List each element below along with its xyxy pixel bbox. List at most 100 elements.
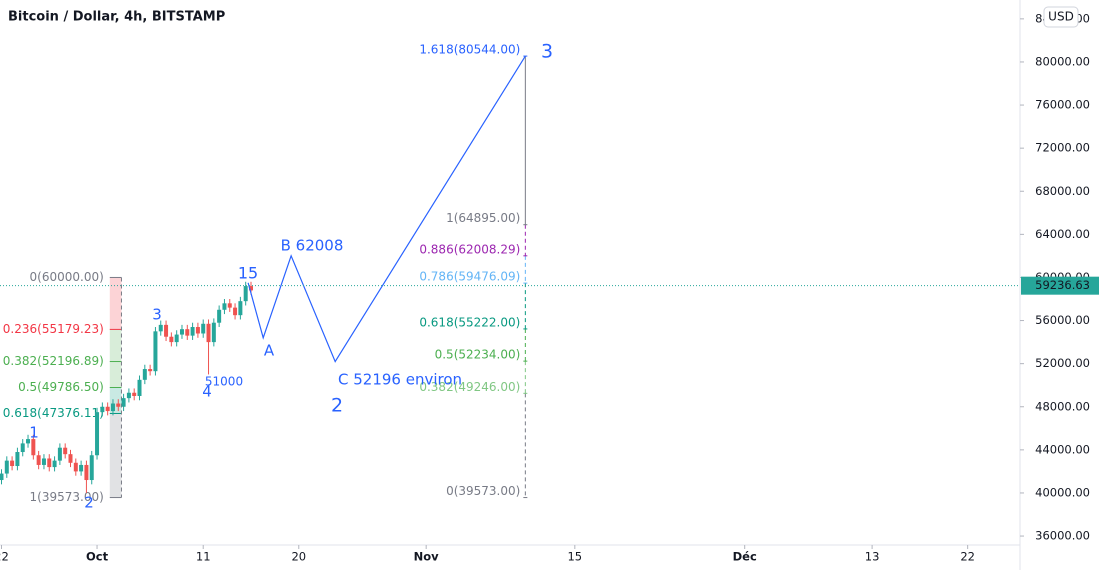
- x-tick-label: Oct: [86, 550, 109, 564]
- candle-body: [227, 303, 232, 308]
- currency-label[interactable]: USD: [1048, 10, 1074, 24]
- candle-body: [217, 309, 222, 323]
- fib-band: [109, 361, 122, 388]
- wave-label: 4: [202, 383, 212, 401]
- y-tick-label: 68000.00: [1035, 184, 1090, 198]
- fib-label: 1.618(80544.00): [419, 43, 520, 57]
- x-tick-label: 22: [960, 550, 975, 564]
- candle-body: [126, 392, 131, 399]
- candle-body: [190, 327, 195, 336]
- candle-body: [36, 455, 41, 465]
- wave-label: 51000: [205, 375, 243, 389]
- candle-body: [233, 307, 238, 316]
- y-tick-label: 52000.00: [1035, 356, 1090, 370]
- y-tick-label: 64000.00: [1035, 227, 1090, 241]
- candle-body: [121, 398, 126, 407]
- candle-body: [185, 329, 190, 336]
- fib-band: [109, 387, 122, 414]
- candle-body: [201, 323, 206, 334]
- fib-label: 0.382(49246.00): [419, 380, 520, 394]
- fib-label: 0.5(49786.50): [18, 380, 104, 394]
- candle-body: [20, 443, 25, 453]
- candle-body: [73, 462, 78, 472]
- candle-body: [164, 324, 169, 337]
- x-tick-label: 11: [196, 550, 211, 564]
- y-tick-label: 80000.00: [1035, 54, 1090, 68]
- wave-path: [247, 55, 526, 363]
- fib-label: 0.618(55222.00): [419, 315, 520, 329]
- candle-body: [206, 323, 211, 343]
- y-tick-label: 40000.00: [1035, 485, 1090, 499]
- candle-body: [158, 324, 163, 332]
- x-tick-label: 15: [567, 550, 582, 564]
- last-price-label: 59236.63: [1035, 278, 1090, 292]
- fib-label: 0(60000.00): [30, 270, 104, 284]
- wave-label: A: [264, 342, 275, 360]
- fib-label: 1(64895.00): [446, 211, 520, 225]
- candle-body: [0, 473, 4, 481]
- wave-label: B 62008: [281, 237, 344, 255]
- axes: 36000.00 40000.00 44000.00 48000.00 52000.00…: [0, 11, 1099, 564]
- candle-body: [238, 301, 243, 316]
- fib-label: 0(39573.00): [446, 484, 520, 498]
- chart-title: Bitcoin / Dollar, 4h, BITSTAMP: [8, 10, 225, 25]
- candle-body: [79, 464, 84, 472]
- y-tick-label: 76000.00: [1035, 98, 1090, 112]
- candle-body: [63, 447, 68, 455]
- plot-area: 0(60000.00) 0.236(55179.23) 0.382(52196.89…: [0, 41, 1020, 512]
- fib-label: 0.618(47376.11): [3, 406, 104, 420]
- currency-button[interactable]: [1043, 6, 1079, 28]
- candle-body: [248, 286, 253, 291]
- wave-label: 3: [152, 306, 162, 324]
- y-tick-label: 44000.00: [1035, 442, 1090, 456]
- candle-body: [47, 458, 52, 468]
- fib-label: 0.5(52234.00): [435, 348, 521, 362]
- fib-label: 0.886(62008.29): [419, 242, 520, 256]
- candle-body: [52, 460, 57, 468]
- candle-body: [84, 464, 89, 481]
- y-tick-label: 56000.00: [1035, 313, 1090, 327]
- x-tick-label: 22: [0, 550, 9, 564]
- candle-body: [10, 460, 15, 467]
- candle-body: [4, 460, 9, 474]
- candle-body: [142, 369, 147, 380]
- y-tick-label: 36000.00: [1035, 529, 1090, 543]
- candle-body: [68, 454, 73, 463]
- candle-body: [174, 334, 179, 343]
- x-tick-label: Nov: [414, 550, 440, 564]
- candle-body: [26, 439, 31, 444]
- candle-body: [95, 412, 100, 456]
- candle-body: [153, 331, 158, 372]
- candle-body: [105, 406, 110, 412]
- candle-body: [132, 392, 137, 396]
- wave-label: C 52196 environ: [338, 371, 462, 389]
- candle-body: [110, 403, 115, 412]
- fib-band: [109, 277, 122, 330]
- fib-label: 0.236(55179.23): [3, 322, 104, 336]
- candle-body: [195, 327, 200, 334]
- candle-body: [116, 403, 121, 407]
- fib-label: 0.786(59476.09): [419, 270, 520, 284]
- candle-body: [100, 406, 105, 413]
- wave-label: 3: [541, 41, 553, 63]
- candle-body: [89, 455, 94, 481]
- candle-body: [57, 447, 62, 461]
- fib-band: [109, 413, 122, 498]
- candle-body: [179, 329, 184, 335]
- wave-label: 15: [238, 264, 258, 283]
- x-tick-label: Déc: [733, 550, 757, 564]
- wave-label: 2: [84, 494, 94, 512]
- wave-label: 1: [29, 424, 39, 442]
- candle-body: [243, 286, 248, 302]
- candle-body: [169, 336, 174, 343]
- y-tick-label: 48000.00: [1035, 399, 1090, 413]
- candle-body: [15, 452, 20, 467]
- candle-body: [31, 439, 36, 456]
- candle-body: [137, 379, 142, 396]
- fib-label: 1(39573.00): [30, 490, 104, 504]
- x-tick-label: 20: [291, 550, 306, 564]
- candle-body: [222, 303, 227, 310]
- fib-label: 0.382(52196.89): [3, 354, 104, 368]
- candle-body: [148, 369, 153, 372]
